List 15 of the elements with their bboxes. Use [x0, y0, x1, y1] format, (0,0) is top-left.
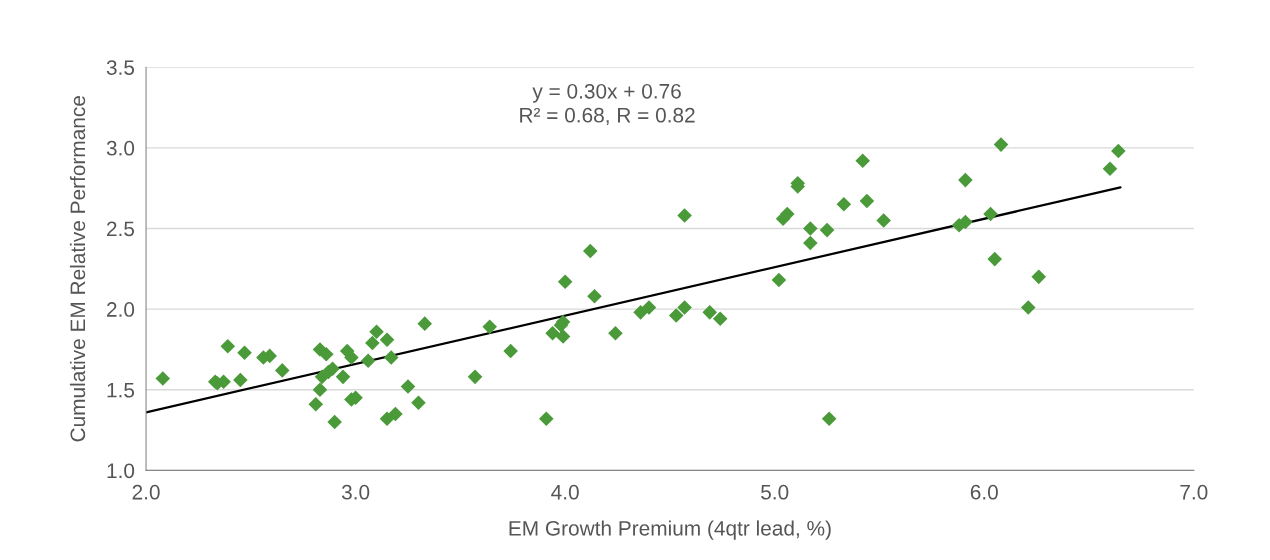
y-axis-title: Cumulative EM Relative Performance [69, 96, 86, 442]
x-tick-label: 2.0 [132, 484, 160, 500]
x-tick-label: 6.0 [970, 484, 998, 500]
y-tick-label: 2.0 [107, 302, 135, 317]
annotation: y = 0.30x + 0.76 R² = 0.68, R = 0.82 [520, 83, 695, 126]
x-tick-label: 4.0 [551, 484, 579, 500]
x-axis-title: EM Growth Premium (4qtr lead, %) [509, 520, 831, 540]
x-tick-label: 7.0 [1180, 484, 1208, 500]
x-tick-label: 3.0 [341, 484, 370, 500]
y-tick-label: 2.5 [107, 221, 135, 237]
y-tick-label: 3.0 [106, 140, 135, 156]
y-tick-label: 1.0 [107, 463, 135, 479]
y-tick-label: 3.5 [106, 60, 135, 75]
y-tick-label: 1.5 [107, 382, 135, 398]
x-tick-label: 5.0 [761, 484, 789, 500]
